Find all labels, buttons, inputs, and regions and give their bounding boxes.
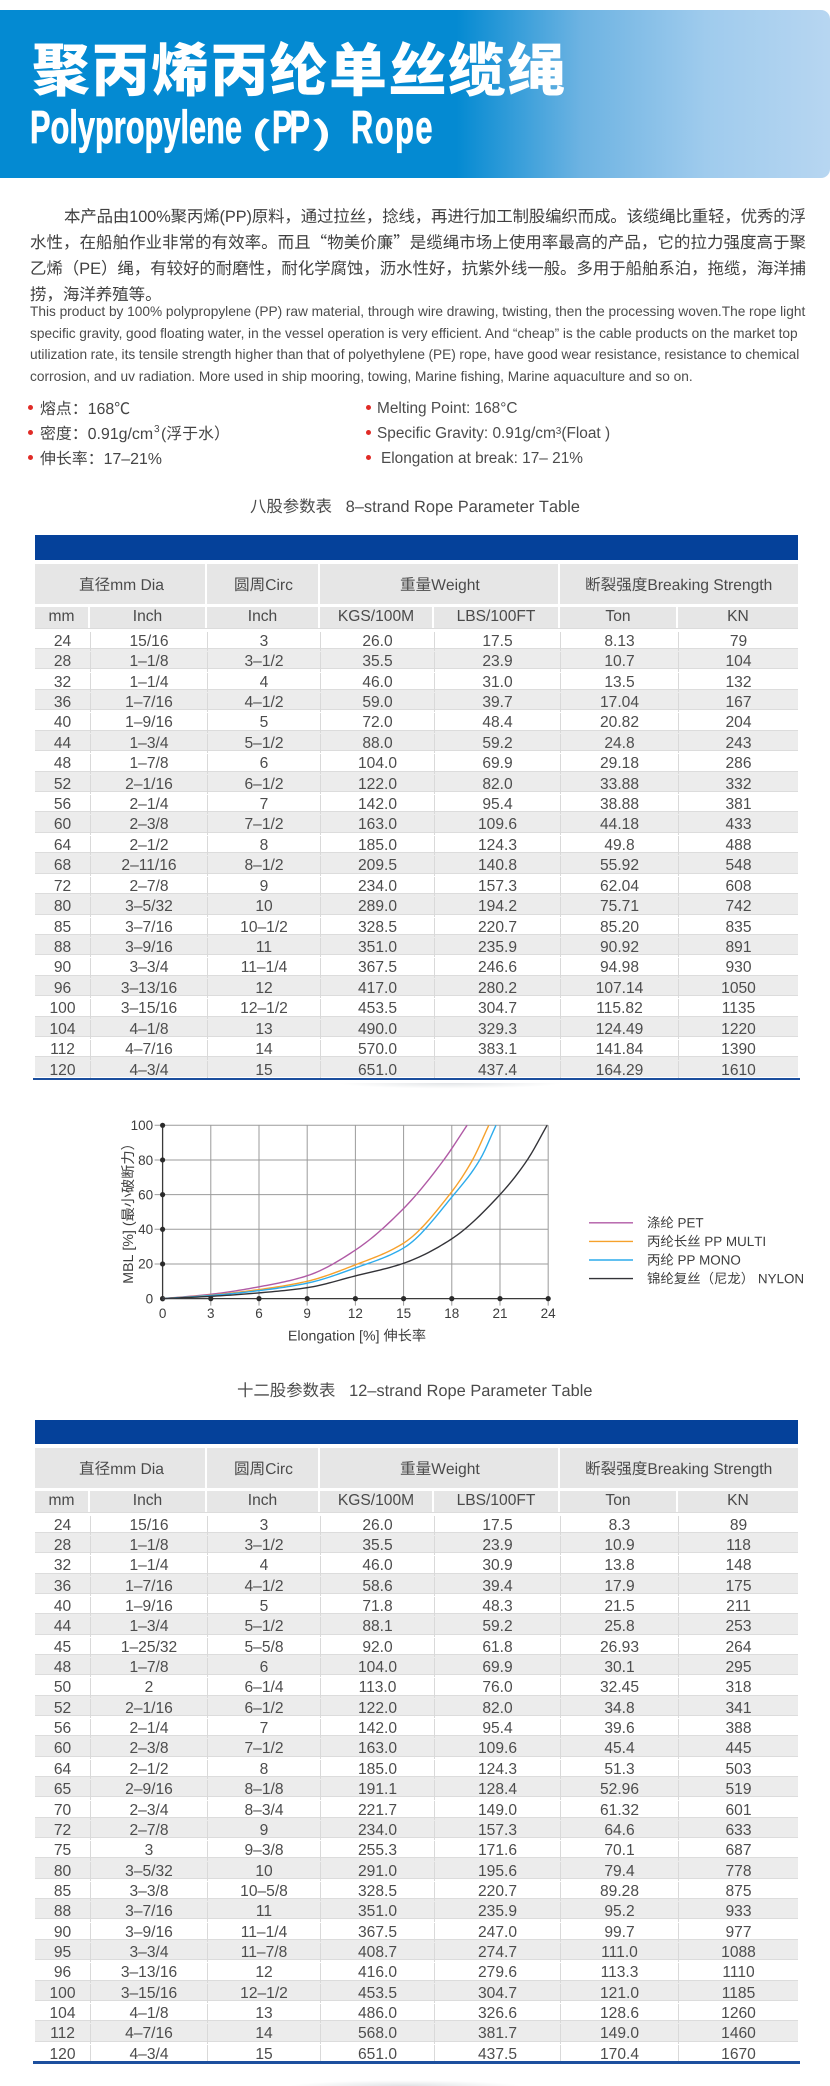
svg-text:21: 21 bbox=[492, 1306, 507, 1321]
svg-text:100: 100 bbox=[131, 1118, 154, 1133]
svg-text:80: 80 bbox=[138, 1153, 153, 1168]
svg-text:15: 15 bbox=[396, 1306, 411, 1321]
svg-text:24: 24 bbox=[541, 1306, 557, 1321]
svg-text:9: 9 bbox=[303, 1306, 311, 1321]
svg-text:12: 12 bbox=[348, 1306, 363, 1321]
svg-text:18: 18 bbox=[444, 1306, 459, 1321]
svg-text:40: 40 bbox=[138, 1222, 153, 1237]
svg-text:6: 6 bbox=[255, 1306, 263, 1321]
svg-text:0: 0 bbox=[146, 1291, 154, 1306]
svg-text:3: 3 bbox=[207, 1306, 215, 1321]
svg-text:0: 0 bbox=[159, 1306, 167, 1321]
svg-text:20: 20 bbox=[138, 1257, 153, 1272]
svg-text:60: 60 bbox=[138, 1187, 153, 1202]
